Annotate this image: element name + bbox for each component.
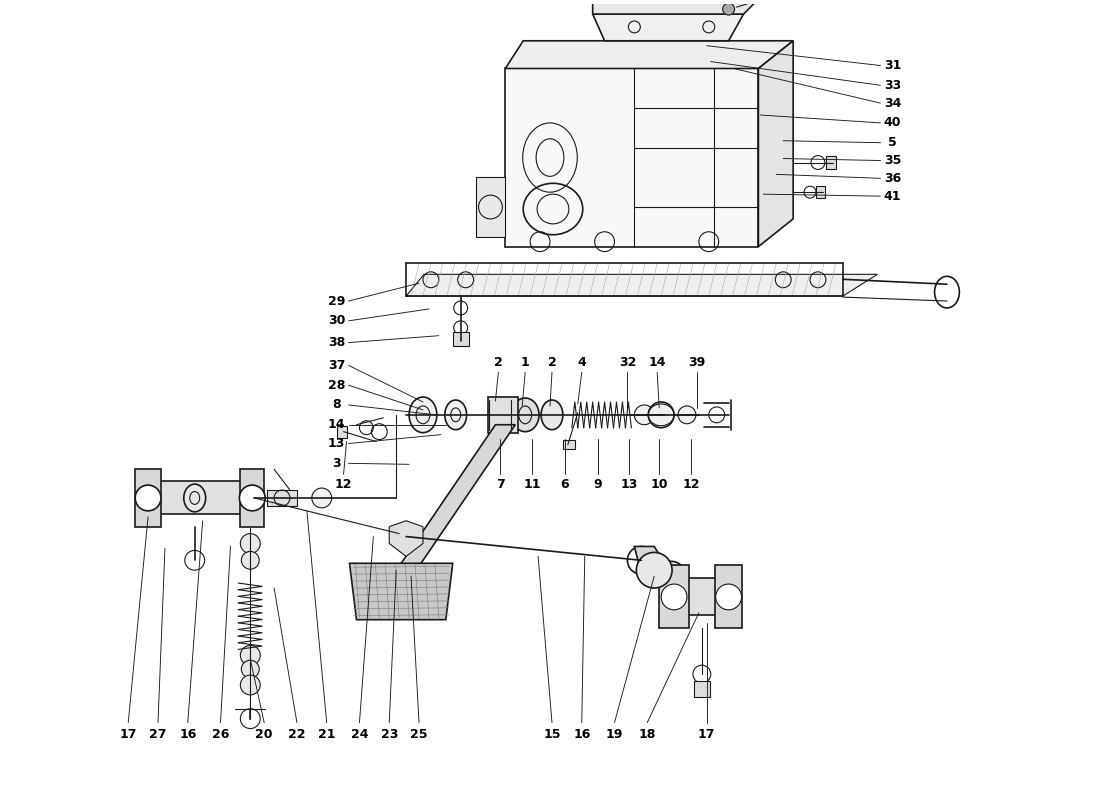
Text: 23: 23 (381, 728, 398, 741)
Text: 4: 4 (578, 356, 586, 369)
Ellipse shape (409, 397, 437, 433)
Polygon shape (350, 563, 453, 620)
Circle shape (661, 584, 688, 610)
Ellipse shape (490, 400, 512, 430)
Text: 2: 2 (494, 356, 503, 369)
Circle shape (678, 406, 696, 424)
Polygon shape (148, 481, 254, 514)
Circle shape (241, 675, 261, 695)
Bar (337, 426, 346, 438)
Text: 16: 16 (179, 728, 197, 741)
Polygon shape (399, 425, 515, 566)
Circle shape (648, 402, 674, 428)
Text: 28: 28 (328, 378, 345, 392)
Polygon shape (241, 470, 264, 526)
Text: 22: 22 (288, 728, 306, 741)
Text: 38: 38 (328, 336, 345, 349)
Text: 39: 39 (689, 356, 705, 369)
Text: 8: 8 (332, 398, 341, 411)
Text: 2: 2 (548, 356, 557, 369)
Text: 34: 34 (883, 97, 901, 110)
Circle shape (635, 405, 654, 425)
Circle shape (393, 522, 420, 550)
Circle shape (135, 485, 161, 511)
Text: 20: 20 (255, 728, 273, 741)
Text: 41: 41 (883, 190, 901, 202)
Ellipse shape (444, 400, 466, 430)
Text: 13: 13 (328, 437, 345, 450)
Text: 18: 18 (639, 728, 656, 741)
Text: 6: 6 (561, 478, 569, 490)
Text: 17: 17 (698, 728, 716, 741)
Text: 27: 27 (150, 728, 167, 741)
Polygon shape (135, 470, 161, 526)
Text: 33: 33 (883, 79, 901, 92)
Text: 16: 16 (573, 728, 591, 741)
Polygon shape (267, 490, 297, 506)
Circle shape (241, 534, 261, 554)
Polygon shape (758, 41, 793, 246)
Text: 29: 29 (328, 294, 345, 307)
Text: 40: 40 (883, 117, 901, 130)
Polygon shape (635, 546, 671, 580)
Circle shape (241, 551, 260, 570)
Bar (816, 186, 825, 198)
Ellipse shape (512, 398, 539, 432)
Bar (453, 332, 469, 346)
Text: 7: 7 (496, 478, 505, 490)
Text: 11: 11 (524, 478, 541, 490)
Ellipse shape (184, 484, 206, 512)
Text: 15: 15 (543, 728, 561, 741)
Circle shape (241, 660, 260, 678)
Polygon shape (715, 566, 741, 628)
Text: 13: 13 (620, 478, 638, 490)
Text: 9: 9 (593, 478, 602, 490)
Circle shape (311, 488, 332, 508)
Polygon shape (672, 578, 728, 614)
Bar (694, 681, 710, 697)
Circle shape (241, 646, 261, 666)
Text: 12: 12 (334, 478, 352, 490)
Polygon shape (593, 14, 744, 41)
Text: 3: 3 (332, 457, 341, 470)
Text: 1: 1 (520, 356, 529, 369)
Circle shape (627, 546, 656, 574)
Polygon shape (659, 566, 689, 628)
Circle shape (240, 485, 265, 511)
Polygon shape (593, 0, 758, 14)
Text: 24: 24 (351, 728, 369, 741)
Polygon shape (475, 178, 505, 237)
Text: 17: 17 (120, 728, 138, 741)
Text: 30: 30 (328, 314, 345, 327)
Circle shape (636, 552, 672, 588)
Polygon shape (389, 521, 424, 556)
Text: 14: 14 (648, 356, 666, 369)
Polygon shape (505, 41, 793, 69)
Polygon shape (406, 274, 878, 296)
Circle shape (657, 562, 686, 591)
Text: 35: 35 (883, 154, 901, 167)
Text: 19: 19 (606, 728, 624, 741)
Circle shape (723, 3, 735, 15)
Text: 10: 10 (650, 478, 668, 490)
Ellipse shape (541, 400, 563, 430)
Polygon shape (505, 69, 758, 246)
Text: 5: 5 (888, 136, 896, 150)
Text: 26: 26 (212, 728, 229, 741)
Circle shape (716, 584, 741, 610)
Text: 37: 37 (328, 359, 345, 372)
Text: 31: 31 (883, 59, 901, 72)
Text: 12: 12 (682, 478, 700, 490)
Text: 36: 36 (883, 172, 901, 185)
Text: 21: 21 (318, 728, 336, 741)
Text: 14: 14 (328, 418, 345, 431)
Polygon shape (488, 397, 518, 433)
Text: 32: 32 (618, 356, 636, 369)
Text: 25: 25 (410, 728, 428, 741)
Bar (563, 439, 575, 450)
Polygon shape (392, 566, 426, 603)
Bar (826, 155, 836, 170)
